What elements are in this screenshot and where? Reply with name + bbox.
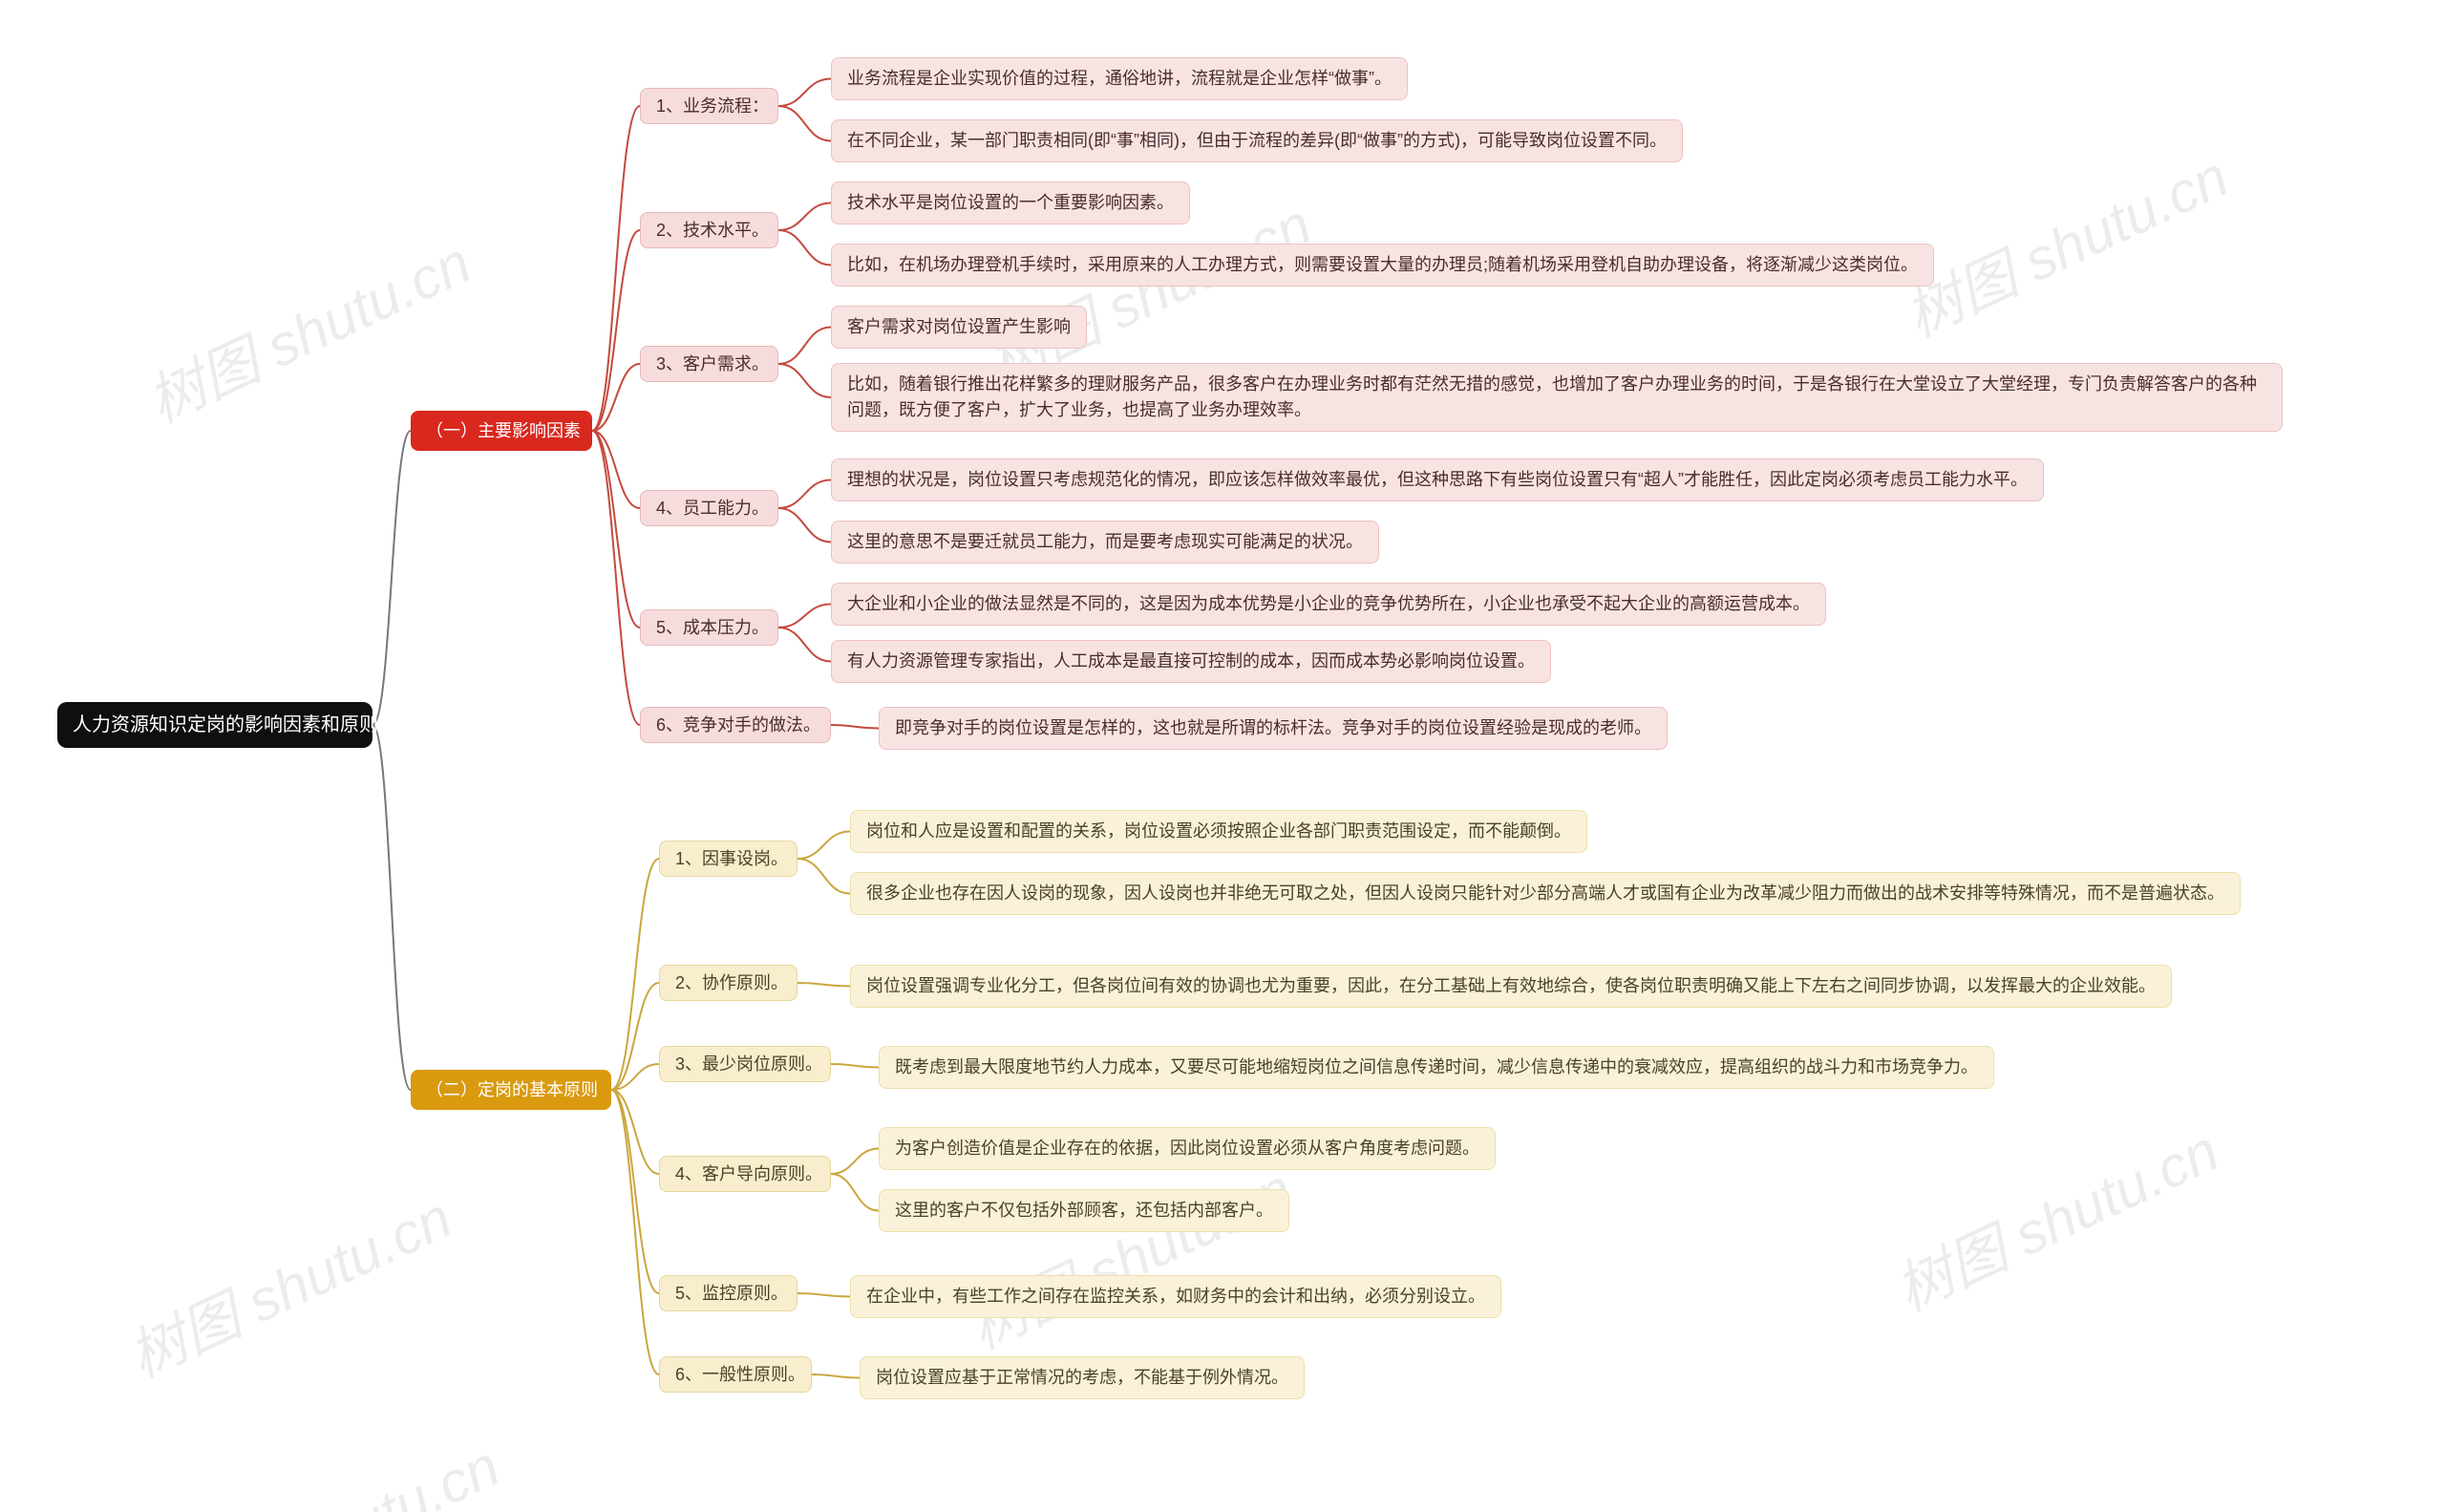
node-r3: 3、客户需求。 xyxy=(640,346,778,382)
edge-r2-to-r2a xyxy=(778,203,831,231)
node-r1a: 业务流程是企业实现价值的过程，通俗地讲，流程就是企业怎样“做事”。 xyxy=(831,57,1408,100)
edge-r1-to-r1b xyxy=(778,106,831,141)
node-r3a: 客户需求对岗位设置产生影响 xyxy=(831,306,1087,349)
node-cat1: （一）主要影响因素 xyxy=(411,411,592,451)
edge-r4-to-r4b xyxy=(778,508,831,543)
edge-y3-to-y3a xyxy=(831,1064,879,1068)
node-y4b: 这里的客户不仅包括外部顾客，还包括内部客户。 xyxy=(879,1189,1289,1232)
node-y4a: 为客户创造价值是企业存在的依据，因此岗位设置必须从客户角度考虑问题。 xyxy=(879,1127,1496,1170)
watermark: 树图 shutu.cn xyxy=(954,1143,1304,1365)
node-y5a: 在企业中，有些工作之间存在监控关系，如财务中的会计和出纳，必须分别设立。 xyxy=(850,1275,1501,1318)
edge-cat1-to-r4 xyxy=(592,431,640,508)
edge-cat2-to-y2 xyxy=(611,983,659,1090)
watermark: 树图 shutu.cn xyxy=(133,217,482,438)
edge-cat2-to-y4 xyxy=(611,1090,659,1174)
watermark: 树图 shutu.cn xyxy=(161,1420,511,1512)
node-r5: 5、成本压力。 xyxy=(640,609,778,646)
node-r6: 6、竞争对手的做法。 xyxy=(640,707,831,743)
edge-cat1-to-r2 xyxy=(592,230,640,431)
node-r2a: 技术水平是岗位设置的一个重要影响因素。 xyxy=(831,181,1190,224)
edge-cat1-to-r3 xyxy=(592,364,640,431)
edge-y6-to-y6a xyxy=(812,1374,860,1378)
edge-root-to-cat2 xyxy=(372,725,411,1090)
node-y2a: 岗位设置强调专业化分工，但各岗位间有效的协调也尤为重要，因此，在分工基础上有效地… xyxy=(850,965,2172,1008)
edge-r3-to-r3a xyxy=(778,328,831,365)
node-y6a: 岗位设置应基于正常情况的考虑，不能基于例外情况。 xyxy=(860,1356,1305,1399)
node-r1: 1、业务流程： xyxy=(640,88,778,124)
node-r5a: 大企业和小企业的做法显然是不同的，这是因为成本优势是小企业的竞争优势所在，小企业… xyxy=(831,583,1826,626)
node-root: 人力资源知识定岗的影响因素和原则 xyxy=(57,702,372,748)
edge-y4-to-y4a xyxy=(831,1149,879,1175)
node-r4: 4、员工能力。 xyxy=(640,490,778,526)
node-r2b: 比如，在机场办理登机手续时，采用原来的人工办理方式，则需要设置大量的办理员;随着… xyxy=(831,244,1934,287)
node-y1a: 岗位和人应是设置和配置的关系，岗位设置必须按照企业各部门职责范围设定，而不能颠倒… xyxy=(850,810,1587,853)
node-y1b: 很多企业也存在因人设岗的现象，因人设岗也并非绝无可取之处，但因人设岗只能针对少部… xyxy=(850,872,2241,915)
edge-cat1-to-r6 xyxy=(592,431,640,725)
node-y1: 1、因事设岗。 xyxy=(659,841,797,877)
node-cat2: （二）定岗的基本原则 xyxy=(411,1070,611,1110)
node-r2: 2、技术水平。 xyxy=(640,212,778,248)
edge-r3-to-r3b xyxy=(778,364,831,397)
watermark: 树图 shutu.cn xyxy=(1881,1105,2230,1327)
mindmap-canvas: 树图 shutu.cn 树图 shutu.cn 树图 shutu.cn 树图 shut… xyxy=(0,0,2445,1512)
edge-cat2-to-y1 xyxy=(611,859,659,1090)
edge-r5-to-r5b xyxy=(778,628,831,662)
watermark: 树图 shutu.cn xyxy=(1890,131,2240,352)
node-y4: 4、客户导向原则。 xyxy=(659,1156,831,1192)
node-r4a: 理想的状况是，岗位设置只考虑规范化的情况，即应该怎样做效率最优，但这种思路下有些… xyxy=(831,458,2044,501)
edge-y1-to-y1a xyxy=(797,832,850,860)
edge-r1-to-r1a xyxy=(778,79,831,107)
edge-y1-to-y1b xyxy=(797,859,850,894)
node-r4b: 这里的意思不是要迁就员工能力，而是要考虑现实可能满足的状况。 xyxy=(831,521,1379,564)
node-r6a: 即竞争对手的岗位设置是怎样的，这也就是所谓的标杆法。竞争对手的岗位设置经验是现成… xyxy=(879,707,1668,750)
edge-y5-to-y5a xyxy=(797,1293,850,1297)
node-y3: 3、最少岗位原则。 xyxy=(659,1046,831,1082)
node-y5: 5、监控原则。 xyxy=(659,1275,797,1311)
node-r5b: 有人力资源管理专家指出，人工成本是最直接可控制的成本，因而成本势必影响岗位设置。 xyxy=(831,640,1551,683)
edge-cat1-to-r1 xyxy=(592,106,640,431)
node-r3b: 比如，随着银行推出花样繁多的理财服务产品，很多客户在办理业务时都有茫然无措的感觉… xyxy=(831,363,2283,432)
edge-root-to-cat1 xyxy=(372,431,411,725)
watermark: 树图 shutu.cn xyxy=(114,1172,463,1394)
edge-cat2-to-y5 xyxy=(611,1090,659,1293)
edge-cat1-to-r5 xyxy=(592,431,640,628)
edge-cat2-to-y3 xyxy=(611,1064,659,1090)
edge-r6-to-r6a xyxy=(831,725,879,729)
edge-cat2-to-y6 xyxy=(611,1090,659,1374)
edge-r5-to-r5a xyxy=(778,605,831,628)
edge-r2-to-r2b xyxy=(778,230,831,266)
node-y6: 6、一般性原则。 xyxy=(659,1356,812,1393)
node-y2: 2、协作原则。 xyxy=(659,965,797,1001)
node-y3a: 既考虑到最大限度地节约人力成本，又要尽可能地缩短岗位之间信息传递时间，减少信息传… xyxy=(879,1046,1994,1089)
edge-y2-to-y2a xyxy=(797,983,850,987)
edge-r4-to-r4a xyxy=(778,480,831,509)
node-r1b: 在不同企业，某一部门职责相同(即“事”相同)，但由于流程的差异(即“做事”的方式… xyxy=(831,119,1683,162)
edge-y4-to-y4b xyxy=(831,1174,879,1211)
